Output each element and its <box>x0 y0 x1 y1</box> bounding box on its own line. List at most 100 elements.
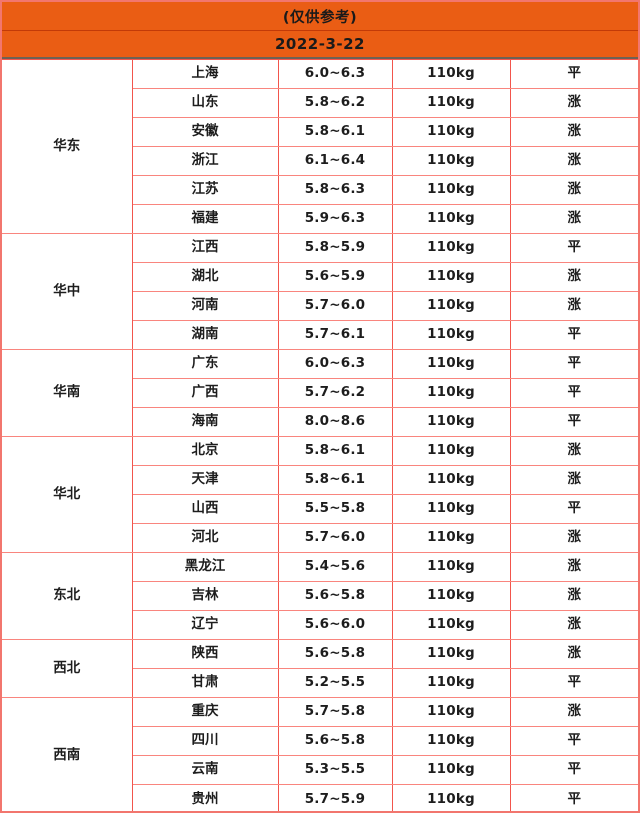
province-cell: 上海 <box>132 59 279 89</box>
table-row: 华南 广东 6.0~6.3 110kg 平 <box>2 349 638 437</box>
weight-cell: 110kg <box>392 697 511 727</box>
weight-cell: 110kg <box>392 523 511 553</box>
trend-cell: 涨 <box>510 639 638 669</box>
trend-cell: 涨 <box>510 610 638 640</box>
trend-cell: 平 <box>510 378 638 408</box>
table-row: 河北 5.7~6.0 110kg 涨 <box>2 523 638 553</box>
price-cell: 5.6~5.8 <box>278 726 393 756</box>
weight-cell: 110kg <box>392 465 511 495</box>
weight-cell: 110kg <box>392 784 511 811</box>
trend-cell: 涨 <box>510 204 638 234</box>
price-cell: 5.5~5.8 <box>278 494 393 524</box>
weight-cell: 110kg <box>392 117 511 147</box>
price-cell: 5.8~5.9 <box>278 233 393 263</box>
weight-cell: 110kg <box>392 59 511 89</box>
price-cell: 5.4~5.6 <box>278 552 393 582</box>
trend-cell: 涨 <box>510 88 638 118</box>
table-row: 华东 上海 6.0~6.3 110kg 平 <box>2 59 638 234</box>
weight-cell: 110kg <box>392 146 511 176</box>
province-cell: 北京 <box>132 436 279 466</box>
province-cell: 甘肃 <box>132 668 279 698</box>
weight-cell: 110kg <box>392 552 511 582</box>
region-cell: 华南 <box>2 349 133 437</box>
weight-cell: 110kg <box>392 610 511 640</box>
price-cell: 5.7~6.0 <box>278 291 393 321</box>
trend-cell: 涨 <box>510 465 638 495</box>
weight-cell: 110kg <box>392 726 511 756</box>
price-cell: 5.6~5.9 <box>278 262 393 292</box>
province-cell: 云南 <box>132 755 279 785</box>
table-row: 四川 5.6~5.8 110kg 平 <box>2 726 638 756</box>
trend-cell: 涨 <box>510 175 638 205</box>
weight-cell: 110kg <box>392 233 511 263</box>
price-cell: 5.9~6.3 <box>278 204 393 234</box>
trend-cell: 涨 <box>510 552 638 582</box>
province-cell: 湖南 <box>132 320 279 350</box>
table-row: 海南 8.0~8.6 110kg 平 <box>2 407 638 437</box>
region-cell: 西南 <box>2 697 133 811</box>
trend-cell: 平 <box>510 726 638 756</box>
province-cell: 安徽 <box>132 117 279 147</box>
province-cell: 陕西 <box>132 639 279 669</box>
price-cell: 5.7~6.1 <box>278 320 393 350</box>
table-date-text: 2022-3-22 <box>274 35 365 53</box>
region-cell: 东北 <box>2 552 133 640</box>
province-cell: 山西 <box>132 494 279 524</box>
weight-cell: 110kg <box>392 349 511 379</box>
table-row: 山东 5.8~6.2 110kg 涨 <box>2 88 638 118</box>
weight-cell: 110kg <box>392 378 511 408</box>
price-cell: 5.7~6.2 <box>278 378 393 408</box>
weight-cell: 110kg <box>392 175 511 205</box>
weight-cell: 110kg <box>392 320 511 350</box>
table-row: 华北 北京 5.8~6.1 110kg 涨 <box>2 436 638 553</box>
trend-cell: 平 <box>510 755 638 785</box>
province-cell: 海南 <box>132 407 279 437</box>
price-cell: 6.1~6.4 <box>278 146 393 176</box>
province-cell: 贵州 <box>132 784 279 811</box>
trend-cell: 平 <box>510 349 638 379</box>
price-cell: 5.8~6.3 <box>278 175 393 205</box>
province-cell: 湖北 <box>132 262 279 292</box>
province-cell: 江苏 <box>132 175 279 205</box>
province-cell: 重庆 <box>132 697 279 727</box>
province-cell: 吉林 <box>132 581 279 611</box>
table-row: 广西 5.7~6.2 110kg 平 <box>2 378 638 408</box>
province-cell: 广东 <box>132 349 279 379</box>
table-row: 湖北 5.6~5.9 110kg 涨 <box>2 262 638 292</box>
province-cell: 山东 <box>132 88 279 118</box>
trend-cell: 涨 <box>510 697 638 727</box>
table-row: 东北 黑龙江 5.4~5.6 110kg 涨 <box>2 552 638 640</box>
table-row: 浙江 6.1~6.4 110kg 涨 <box>2 146 638 176</box>
trend-cell: 涨 <box>510 291 638 321</box>
price-cell: 6.0~6.3 <box>278 349 393 379</box>
trend-cell: 平 <box>510 320 638 350</box>
trend-cell: 涨 <box>510 262 638 292</box>
province-cell: 福建 <box>132 204 279 234</box>
trend-cell: 涨 <box>510 523 638 553</box>
price-cell: 5.8~6.2 <box>278 88 393 118</box>
table-row: 天津 5.8~6.1 110kg 涨 <box>2 465 638 495</box>
region-cell: 华中 <box>2 233 133 350</box>
table-date-bar: 2022-3-22 <box>2 31 638 59</box>
province-cell: 辽宁 <box>132 610 279 640</box>
price-table: 华东 上海 6.0~6.3 110kg 平山东 5.8~6.2 110kg 涨安徽 5.8~6.… <box>2 59 638 811</box>
price-cell: 5.8~6.1 <box>278 436 393 466</box>
weight-cell: 110kg <box>392 581 511 611</box>
trend-cell: 涨 <box>510 117 638 147</box>
table-row: 辽宁 5.6~6.0 110kg 涨 <box>2 610 638 640</box>
weight-cell: 110kg <box>392 755 511 785</box>
price-cell: 5.8~6.1 <box>278 117 393 147</box>
region-cell: 华北 <box>2 436 133 553</box>
weight-cell: 110kg <box>392 668 511 698</box>
trend-cell: 平 <box>510 59 638 89</box>
table-row: 江苏 5.8~6.3 110kg 涨 <box>2 175 638 205</box>
trend-cell: 平 <box>510 233 638 263</box>
weight-cell: 110kg <box>392 262 511 292</box>
price-cell: 6.0~6.3 <box>278 59 393 89</box>
trend-cell: 涨 <box>510 436 638 466</box>
price-cell: 5.6~6.0 <box>278 610 393 640</box>
weight-cell: 110kg <box>392 639 511 669</box>
weight-cell: 110kg <box>392 436 511 466</box>
table-row: 福建 5.9~6.3 110kg 涨 <box>2 204 638 234</box>
